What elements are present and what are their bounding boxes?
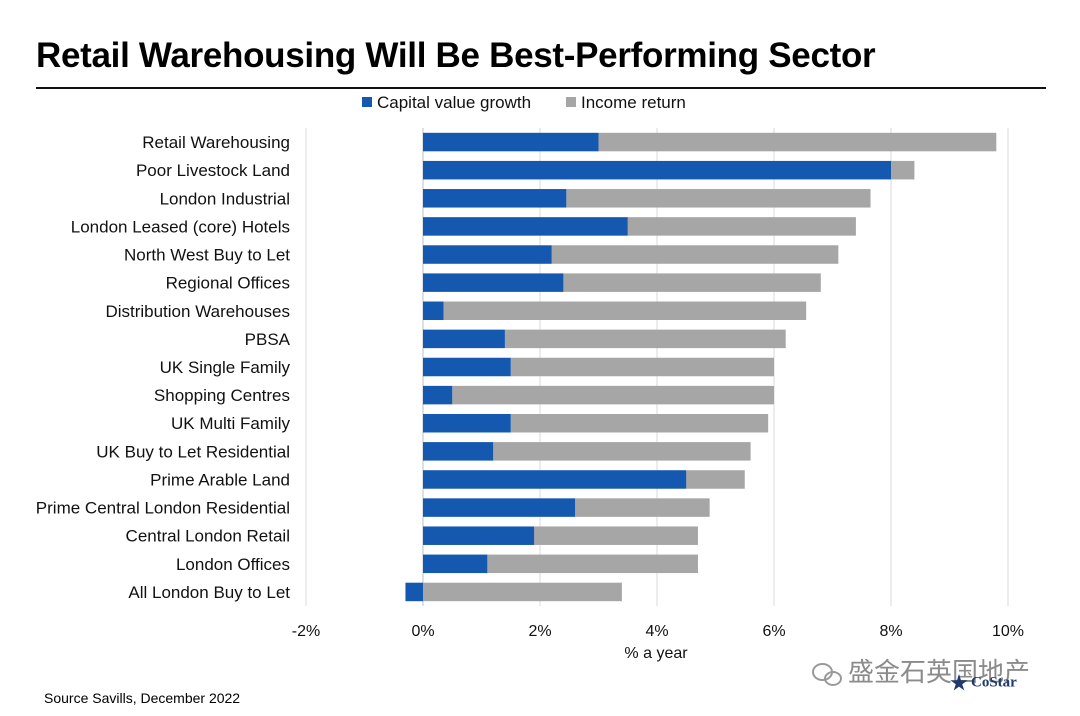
bar-capital-value-growth [405,582,423,602]
bar-income-return [891,160,915,180]
bar-income-return [510,413,769,433]
page-title: Retail Warehousing Will Be Best-Performi… [36,36,876,75]
bar-capital-value-growth [423,357,511,377]
chart-bars [405,132,997,602]
category-label: UK Single Family [160,358,291,377]
bar-capital-value-growth [423,442,494,461]
category-label: UK Multi Family [171,414,291,433]
costar-logo: CoStar [950,674,1017,692]
source-note: Source Savills, December 2022 [44,690,241,706]
bar-income-return [627,217,856,236]
category-label: UK Buy to Let Residential [96,442,290,461]
category-label: Prime Central London Residential [36,499,290,518]
bar-capital-value-growth [423,132,599,152]
bar-income-return [510,357,774,377]
bar-capital-value-growth [423,301,444,321]
category-labels: Retail Warehousing Poor Livestock Land Lon… [36,133,291,602]
bar-capital-value-growth [423,189,567,208]
wechat-icon [812,662,842,686]
x-tick-label: 2% [528,623,551,640]
bar-capital-value-growth [423,526,535,545]
category-label: London Industrial [160,189,290,208]
category-label: Central London Retail [126,527,290,546]
category-label: PBSA [245,330,291,349]
watermark-text: 盛金石英国地产 [848,658,1031,688]
x-axis-label: % a year [624,645,688,662]
x-tick-label: 0% [411,623,434,640]
bar-capital-value-growth [423,273,564,292]
x-tick-label: 10% [992,623,1024,640]
category-label: Regional Offices [166,274,290,293]
bar-income-return [443,301,807,321]
bar-income-return [452,385,774,405]
legend-swatch [362,97,372,107]
legend-label: Capital value growth [377,93,531,112]
bar-capital-value-growth [423,217,628,236]
bar-income-return [504,329,786,349]
legend-label: Income return [581,93,686,112]
legend-swatch [566,97,576,107]
bar-capital-value-growth [423,554,488,574]
bar-capital-value-growth [423,245,552,264]
bar-capital-value-growth [423,498,576,517]
x-tick-label: 8% [879,623,902,640]
category-label: Prime Arable Land [150,470,290,489]
category-label: Retail Warehousing [142,133,290,152]
x-tick-label: -2% [292,623,320,640]
bar-capital-value-growth [423,413,511,433]
watermark: 盛金石英国地产 [812,652,1030,689]
bar-capital-value-growth [423,160,891,180]
chart-gridlines [305,128,1009,606]
bar-income-return [686,470,745,489]
category-label: North West Buy to Let [124,246,290,265]
category-label: All London Buy to Let [128,583,290,602]
category-label: Distribution Warehouses [105,302,290,321]
bar-income-return [563,273,821,292]
title-divider [36,87,1046,89]
bar-income-return [493,442,751,461]
category-label: London Offices [176,555,290,574]
category-label: London Leased (core) Hotels [71,217,290,236]
category-label: Shopping Centres [154,386,290,405]
bar-income-return [551,245,839,264]
bar-capital-value-growth [423,329,505,349]
bar-income-return [566,189,871,208]
bar-capital-value-growth [423,470,687,489]
bar-income-return [534,526,698,545]
logo-text: CoStar [971,674,1017,691]
x-tick-label: 4% [645,623,668,640]
bar-income-return [423,582,622,602]
x-axis-ticks: -2% 0% 2% 4% 6% 8% 10% [292,623,1024,640]
star-icon [950,674,968,691]
bar-income-return [575,498,710,517]
bar-income-return [487,554,698,574]
bar-capital-value-growth [423,385,453,405]
category-label: Poor Livestock Land [136,161,290,180]
chart-legend: Capital value growth Income return [362,93,686,112]
bar-income-return [598,132,997,152]
x-tick-label: 6% [762,623,785,640]
